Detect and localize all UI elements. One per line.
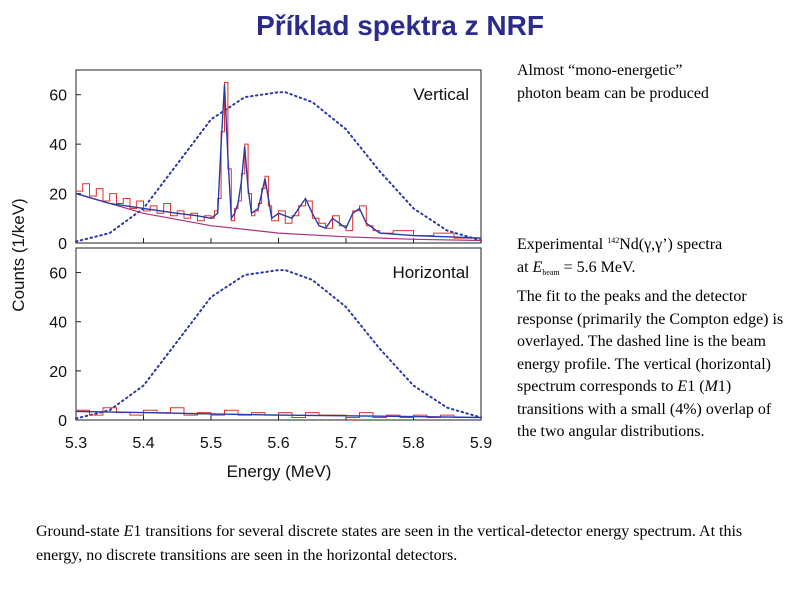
y-tick-label: 40 — [49, 137, 67, 154]
summary-text-b: transitions for several discrete states … — [36, 523, 743, 564]
beam-note-line1: Almost “mono-energetic” — [517, 62, 683, 79]
fit-text-b: ) transitions with a small (4%) overlap … — [517, 378, 772, 440]
beam-note: Almost “mono-energetic” photon beam can … — [517, 60, 787, 105]
detector-response-curve — [75, 193, 482, 242]
horizontal-panel: 0 20 40 60 5.3 5.4 5.5 5.6 5.7 5.8 5.9 Horizontal — [49, 247, 492, 452]
bottom-summary: Ground-state E1 transitions for several … — [36, 520, 786, 568]
summary-e1-symbol: E — [123, 523, 134, 540]
x-tick-label: 5.7 — [335, 435, 357, 452]
x-axis-label: Energy (MeV) — [227, 462, 332, 481]
y-tick-label: 40 — [49, 315, 67, 332]
e1-symbol: E — [677, 378, 688, 395]
beam-energy-profile — [75, 269, 482, 420]
x-tick-label: 5.4 — [132, 435, 154, 452]
beam-note-line2: photon beam can be produced — [517, 84, 709, 102]
y-tick-label: 20 — [49, 364, 67, 381]
summary-text-a: Ground-state — [36, 523, 124, 540]
y-tick-label: 20 — [49, 187, 67, 204]
isotope-mass: 142 — [607, 236, 620, 245]
e1-number: 1 — [687, 378, 696, 395]
nrf-spectrum-figure: 0 20 40 60 Vertical 0 20 40 60 5.3 5.4 5.5 5.6 5.7 5.… — [9, 69, 492, 481]
x-tick-label: 5.8 — [402, 435, 424, 452]
at-prefix: at — [517, 258, 533, 276]
beam-energy-value: = 5.6 MeV. — [559, 258, 636, 276]
x-tick-label: 5.3 — [65, 435, 87, 452]
summary-e1-number: 1 — [133, 523, 142, 540]
m1-number: 1 — [717, 378, 726, 395]
x-tick-label: 5.9 — [470, 435, 492, 452]
fit-curve — [75, 410, 482, 419]
paren-open: ( — [695, 378, 705, 395]
vertical-panel: 0 20 40 60 Vertical — [49, 69, 482, 253]
panel-label: Vertical — [413, 85, 469, 104]
y-axis-label: Counts (1/keV) — [9, 198, 28, 311]
e-subscript: beam — [542, 267, 560, 277]
fit-description: The fit to the peaks and the detector re… — [517, 286, 787, 444]
x-tick-label: 5.6 — [267, 435, 289, 452]
y-tick-label: 0 — [58, 236, 67, 253]
fit-text-a: The fit to the peaks and the detector re… — [517, 288, 784, 395]
m1-symbol: M — [704, 378, 718, 395]
y-tick-label: 60 — [49, 266, 67, 283]
slide-title: Příklad spektra z NRF — [256, 10, 544, 41]
spectrum-description: Experimental 142Nd(γ,γ’) spectra at Ebea… — [517, 230, 787, 444]
fit-curve — [75, 84, 482, 239]
panel-label: Horizontal — [392, 263, 469, 282]
beam-energy-profile — [75, 91, 482, 243]
experiment-caption: Experimental 142Nd(γ,γ’) spectra at Ebea… — [517, 230, 787, 284]
x-tick-label: 5.5 — [200, 435, 222, 452]
measured-spectrum — [76, 81, 481, 239]
exp-reaction: Nd(γ,γ’) spectra — [619, 236, 723, 253]
y-tick-label: 60 — [49, 88, 67, 105]
y-tick-label: 0 — [58, 413, 67, 430]
exp-prefix: Experimental — [517, 236, 608, 253]
e-symbol: E — [532, 258, 543, 276]
